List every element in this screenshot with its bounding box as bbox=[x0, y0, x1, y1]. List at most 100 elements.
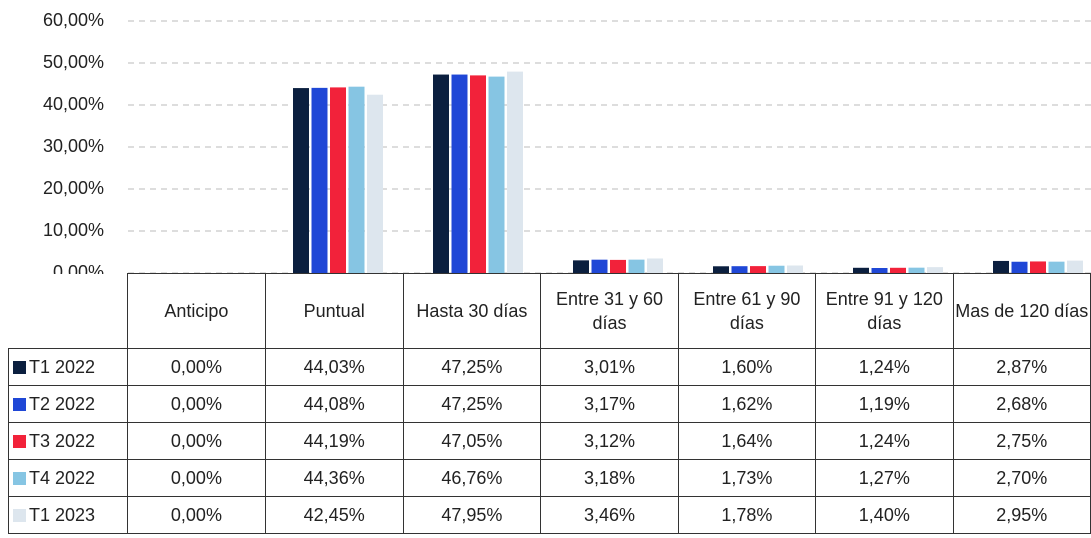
plot: 0,00% 10,00% 20,00% 30,00% 40,00% 50,00% 60,00… bbox=[43, 10, 1091, 274]
category-label: Hasta 30 días bbox=[402, 273, 542, 349]
category-label: Anticipo bbox=[127, 273, 266, 349]
bar bbox=[1011, 261, 1028, 273]
legend-cell: T3 2022 bbox=[7, 422, 129, 460]
value-cell: 0,00% bbox=[127, 385, 266, 423]
value-cell: 2,95% bbox=[952, 496, 1091, 534]
bar bbox=[993, 260, 1009, 273]
y-tick-label: 50,00% bbox=[43, 52, 104, 72]
value-cell: 1,19% bbox=[815, 385, 954, 423]
bar bbox=[293, 88, 309, 273]
series-row: T1 2022 0,00% 44,03% 47,25% 3,01% 1,60% 1,24% 2… bbox=[7, 348, 1091, 386]
value-cell: 3,01% bbox=[540, 348, 679, 386]
legend-swatch bbox=[13, 471, 26, 485]
bar bbox=[610, 259, 626, 273]
legend-cell: T1 2022 bbox=[7, 348, 129, 386]
value-cell: 3,17% bbox=[540, 385, 679, 423]
series-row: T2 2022 0,00% 44,08% 47,25% 3,17% 1,62% 1,19% 2… bbox=[7, 385, 1091, 423]
y-tick-label: 0,00% bbox=[53, 262, 104, 274]
bar bbox=[433, 74, 449, 273]
bar bbox=[731, 266, 748, 273]
bar bbox=[853, 267, 869, 273]
value-cell: 1,24% bbox=[815, 348, 954, 386]
bar bbox=[890, 267, 906, 273]
value-cell: 1,27% bbox=[815, 459, 954, 497]
series-row: T3 2022 0,00% 44,19% 47,05% 3,12% 1,64% 1,24% 2… bbox=[7, 422, 1091, 460]
bar bbox=[348, 86, 365, 273]
y-tick-label: 40,00% bbox=[43, 94, 104, 114]
value-cell: 47,95% bbox=[402, 496, 542, 534]
bar bbox=[1030, 261, 1046, 273]
header-row: Anticipo Puntual Hasta 30 días Entre 31 y 6… bbox=[9, 273, 1091, 349]
bar bbox=[451, 74, 468, 273]
legend-label: T1 2022 bbox=[29, 356, 96, 377]
category-label: Entre 91 y 120 días bbox=[815, 273, 954, 349]
bar bbox=[591, 259, 608, 273]
value-cell: 47,05% bbox=[402, 422, 542, 460]
legend-label: T4 2022 bbox=[29, 467, 96, 488]
legend-cell: T1 2023 bbox=[7, 496, 129, 534]
value-cell: 1,40% bbox=[815, 496, 954, 534]
bar bbox=[311, 87, 328, 273]
data-table: Anticipo Puntual Hasta 30 días Entre 31 y 6… bbox=[7, 273, 1091, 534]
value-cell: 3,18% bbox=[540, 459, 679, 497]
bar bbox=[1048, 261, 1065, 273]
value-cell: 46,76% bbox=[402, 459, 542, 497]
value-cell: 2,70% bbox=[952, 459, 1091, 497]
series-row: T1 2023 0,00% 42,45% 47,95% 3,46% 1,78% 1,40% 2… bbox=[7, 496, 1091, 534]
bar bbox=[367, 94, 383, 274]
value-cell: 1,60% bbox=[677, 348, 817, 386]
value-cell: 1,73% bbox=[677, 459, 817, 497]
value-cell: 47,25% bbox=[402, 348, 542, 386]
bar bbox=[871, 268, 888, 273]
legend-swatch bbox=[13, 360, 26, 374]
value-cell: 44,19% bbox=[264, 422, 404, 460]
value-cell: 42,45% bbox=[264, 496, 404, 534]
value-cell: 44,36% bbox=[264, 459, 404, 497]
value-cell: 44,03% bbox=[264, 348, 404, 386]
legend-swatch bbox=[13, 434, 26, 448]
series-row: T4 2022 0,00% 44,36% 46,76% 3,18% 1,73% 1,27% 2… bbox=[7, 459, 1091, 497]
category-label: Entre 31 y 60 días bbox=[540, 273, 679, 349]
legend-cell: T2 2022 bbox=[7, 385, 129, 423]
legend-swatch bbox=[13, 508, 26, 522]
bar bbox=[573, 260, 589, 273]
bar bbox=[470, 75, 486, 273]
category-label: Puntual bbox=[264, 273, 404, 349]
value-cell: 0,00% bbox=[127, 348, 266, 386]
value-cell: 0,00% bbox=[127, 459, 266, 497]
y-tick-label: 60,00% bbox=[43, 10, 104, 30]
category-label: Entre 61 y 90 días bbox=[677, 273, 817, 349]
y-tick-label: 10,00% bbox=[43, 220, 104, 240]
legend-label: T3 2022 bbox=[29, 430, 96, 451]
value-cell: 2,75% bbox=[952, 422, 1091, 460]
blank-cell bbox=[9, 274, 128, 349]
bar bbox=[488, 76, 505, 273]
legend-label: T2 2022 bbox=[29, 393, 96, 414]
value-cell: 1,64% bbox=[677, 422, 817, 460]
value-cell: 3,46% bbox=[540, 496, 679, 534]
value-cell: 1,62% bbox=[677, 385, 817, 423]
y-tick-label: 30,00% bbox=[43, 136, 104, 156]
value-cell: 2,87% bbox=[952, 348, 1091, 386]
category-label: Mas de 120 días bbox=[952, 273, 1091, 349]
value-cell: 0,00% bbox=[127, 496, 266, 534]
bar bbox=[713, 266, 729, 273]
value-cell: 2,68% bbox=[952, 385, 1091, 423]
bar bbox=[750, 266, 766, 273]
legend-label: T1 2023 bbox=[29, 504, 96, 525]
bar bbox=[927, 267, 943, 273]
bar bbox=[647, 258, 663, 273]
bar bbox=[1067, 260, 1083, 273]
y-tick-label: 20,00% bbox=[43, 178, 104, 198]
value-cell: 0,00% bbox=[127, 422, 266, 460]
bar bbox=[908, 267, 925, 273]
legend-swatch bbox=[13, 397, 26, 411]
bar bbox=[787, 265, 803, 273]
value-cell: 1,24% bbox=[815, 422, 954, 460]
value-cell: 47,25% bbox=[402, 385, 542, 423]
legend-cell: T4 2022 bbox=[7, 459, 129, 497]
bar bbox=[628, 259, 645, 273]
bar bbox=[507, 71, 523, 273]
value-cell: 1,78% bbox=[677, 496, 817, 534]
value-cell: 44,08% bbox=[264, 385, 404, 423]
